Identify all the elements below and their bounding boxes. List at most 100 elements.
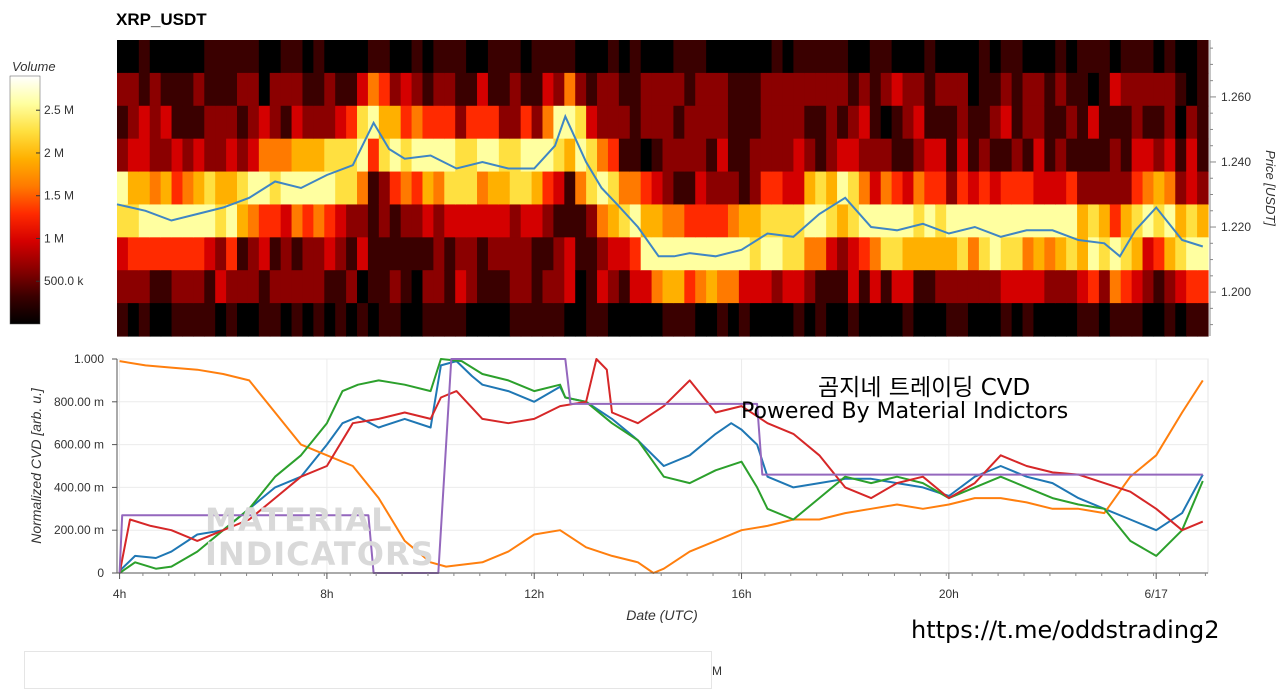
heatmap-cell bbox=[771, 204, 784, 238]
heatmap-cell bbox=[880, 204, 893, 238]
heatmap-cell bbox=[127, 171, 140, 206]
heatmap-cell bbox=[204, 72, 216, 107]
heatmap-cell bbox=[1077, 204, 1089, 238]
heatmap-cell bbox=[891, 72, 904, 107]
heatmap-cell bbox=[444, 237, 456, 271]
heatmap-cell bbox=[1000, 204, 1013, 238]
heatmap-cell bbox=[880, 303, 893, 337]
heatmap-cell bbox=[1131, 270, 1144, 304]
heatmap-cell bbox=[160, 171, 173, 206]
heatmap-cell bbox=[313, 270, 325, 304]
heatmap-cell bbox=[1186, 171, 1198, 206]
heatmap-cell bbox=[957, 105, 969, 140]
heatmap-cell bbox=[182, 138, 194, 173]
heatmap-cell bbox=[1055, 237, 1067, 271]
heatmap-cell bbox=[247, 171, 260, 206]
heatmap-cell bbox=[924, 303, 936, 337]
heatmap-cell bbox=[847, 72, 860, 107]
heatmap-cell bbox=[226, 204, 238, 238]
heatmap-cell bbox=[1120, 138, 1133, 173]
cvd-x-tick-label: 4h bbox=[113, 587, 126, 601]
heatmap-cell bbox=[749, 204, 762, 238]
heatmap-cell bbox=[717, 204, 729, 238]
heatmap-cell bbox=[727, 204, 740, 238]
heatmap-cell bbox=[171, 171, 184, 206]
telegram-link[interactable]: https://t.me/oddstrading2 bbox=[911, 616, 1220, 644]
heatmap-cell bbox=[215, 237, 227, 271]
heatmap-cell bbox=[902, 303, 915, 337]
heatmap-cell bbox=[1033, 105, 1045, 140]
heatmap-cell bbox=[258, 72, 271, 107]
heatmap-cell bbox=[891, 40, 904, 74]
heatmap-cell bbox=[466, 204, 478, 238]
heatmap-cell bbox=[717, 138, 729, 173]
heatmap-cell bbox=[1098, 105, 1111, 140]
heatmap-cell bbox=[760, 105, 773, 140]
heatmap-cell bbox=[1164, 138, 1176, 173]
heatmap-cell bbox=[346, 204, 358, 238]
heatmap-cell bbox=[1164, 204, 1176, 238]
heatmap-cell bbox=[1066, 72, 1078, 107]
heatmap-cell bbox=[727, 270, 740, 304]
heatmap-cell bbox=[771, 270, 784, 304]
heatmap-cell bbox=[1044, 237, 1056, 271]
heatmap-cell bbox=[346, 105, 358, 140]
heatmap-cell bbox=[367, 40, 380, 74]
heatmap-cell bbox=[771, 138, 784, 173]
heatmap-cell bbox=[1022, 40, 1035, 74]
heatmap-cell bbox=[782, 204, 795, 238]
heatmap-cell bbox=[127, 72, 140, 107]
heatmap-cell bbox=[542, 237, 554, 271]
heatmap-cell bbox=[389, 303, 402, 337]
heatmap-cell bbox=[793, 40, 805, 74]
heatmap-cell bbox=[826, 237, 838, 271]
heatmap-cell bbox=[727, 138, 740, 173]
heatmap-cell bbox=[280, 72, 293, 107]
heatmap-cell bbox=[520, 270, 533, 304]
cvd-ylabel: Normalized CVD [arb. u.] bbox=[28, 387, 44, 544]
heatmap-cell bbox=[1120, 105, 1133, 140]
heatmap-cell bbox=[422, 204, 434, 238]
colorbar-tick-label: 1.5 M bbox=[44, 189, 74, 203]
heatmap-cell bbox=[269, 40, 282, 74]
heatmap-cell bbox=[738, 270, 751, 304]
heatmap-cell bbox=[378, 204, 391, 238]
heatmap-cell bbox=[247, 270, 260, 304]
heatmap-cell bbox=[193, 303, 205, 337]
heatmap-cell bbox=[1011, 270, 1024, 304]
heatmap-cell bbox=[422, 237, 434, 271]
heatmap-cell bbox=[193, 270, 205, 304]
heatmap-cell bbox=[1131, 171, 1144, 206]
heatmap-cell bbox=[891, 303, 904, 337]
heatmap-cell bbox=[258, 303, 271, 337]
heatmap-cell bbox=[422, 105, 434, 140]
heatmap-cell bbox=[477, 171, 489, 206]
heatmap-cell bbox=[127, 138, 140, 173]
heatmap-cell bbox=[204, 237, 216, 271]
heatmap-cell bbox=[978, 171, 991, 206]
heatmap-cell bbox=[1142, 105, 1155, 140]
heatmap-cell bbox=[597, 105, 609, 140]
heatmap-cell bbox=[357, 40, 369, 74]
heatmap-cell bbox=[138, 237, 151, 271]
heatmap-cell bbox=[171, 237, 184, 271]
heatmap-cell bbox=[117, 72, 129, 107]
heatmap-cell bbox=[509, 237, 522, 271]
heatmap-cell bbox=[804, 40, 816, 74]
heatmap-cell bbox=[804, 105, 816, 140]
heatmap-tick-label: 1.240 bbox=[1221, 155, 1251, 169]
heatmap-cell bbox=[717, 40, 729, 74]
heatmap-cell bbox=[193, 138, 205, 173]
heatmap-cell bbox=[302, 237, 314, 271]
heatmap-cell bbox=[815, 105, 827, 140]
heatmap-cell bbox=[793, 105, 805, 140]
heatmap-cell bbox=[902, 40, 915, 74]
heatmap-cell bbox=[978, 138, 991, 173]
heatmap-cell bbox=[433, 270, 445, 304]
heatmap-cell bbox=[466, 171, 478, 206]
heatmap-cell bbox=[793, 270, 805, 304]
heatmap-cell bbox=[1098, 204, 1111, 238]
heatmap-cell bbox=[1153, 171, 1165, 206]
heatmap-cell bbox=[618, 270, 631, 304]
